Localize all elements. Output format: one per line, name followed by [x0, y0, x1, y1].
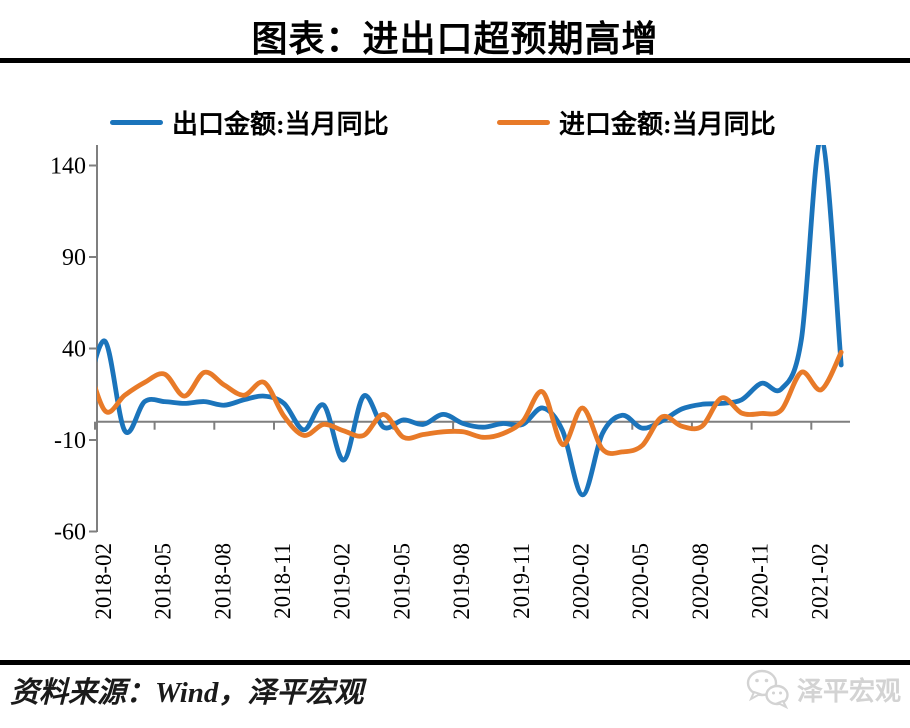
y-tick-label: -10: [54, 428, 86, 454]
bottom-divider: [0, 660, 910, 665]
source-note: 资料来源：Wind，泽平宏观: [10, 677, 364, 709]
import-line-swatch: [497, 119, 550, 125]
x-tick-label: 2018-05: [151, 543, 176, 620]
x-tick-label: 2021-02: [807, 543, 832, 620]
line-chart: 140 90 40 -10 -60 2018-02 2018-05 2018-08 2018-1…: [50, 145, 850, 620]
wechat-icon: [746, 669, 789, 710]
x-tick-label: 2020-02: [569, 543, 594, 620]
x-tick-label: 2020-11: [748, 543, 773, 619]
legend-label-export: 出口金额:当月同比: [172, 109, 389, 139]
x-tick-label: 2018-11: [270, 543, 295, 619]
page-title: 图表：进出口超预期高增: [251, 19, 659, 59]
x-tick-label: 2020-08: [688, 543, 713, 620]
legend-item-import: 进口金额:当月同比: [497, 106, 776, 139]
y-tick-label: 40: [62, 337, 86, 363]
x-tick-label: 2019-02: [330, 543, 355, 620]
y-tick-label: -60: [54, 520, 86, 546]
series-line-export: [97, 145, 844, 498]
top-divider: [0, 58, 910, 63]
legend-label-import: 进口金额:当月同比: [559, 109, 776, 139]
x-tick-label: 2019-08: [449, 543, 474, 620]
watermark: 泽平宏观: [744, 668, 901, 710]
x-tick-label: 2018-08: [210, 543, 235, 620]
export-line-swatch: [110, 119, 163, 125]
x-tick-label: 2018-02: [91, 543, 116, 620]
x-tick-label: 2020-05: [628, 543, 653, 620]
watermark-text: 泽平宏观: [797, 676, 902, 706]
y-tick-label: 90: [62, 245, 86, 271]
x-tick-label: 2019-11: [509, 543, 534, 619]
series-line-import: [97, 349, 844, 456]
x-tick-label: 2019-05: [389, 543, 414, 620]
legend-item-export: 出口金额:当月同比: [110, 106, 389, 139]
y-tick-label: 140: [50, 154, 86, 180]
